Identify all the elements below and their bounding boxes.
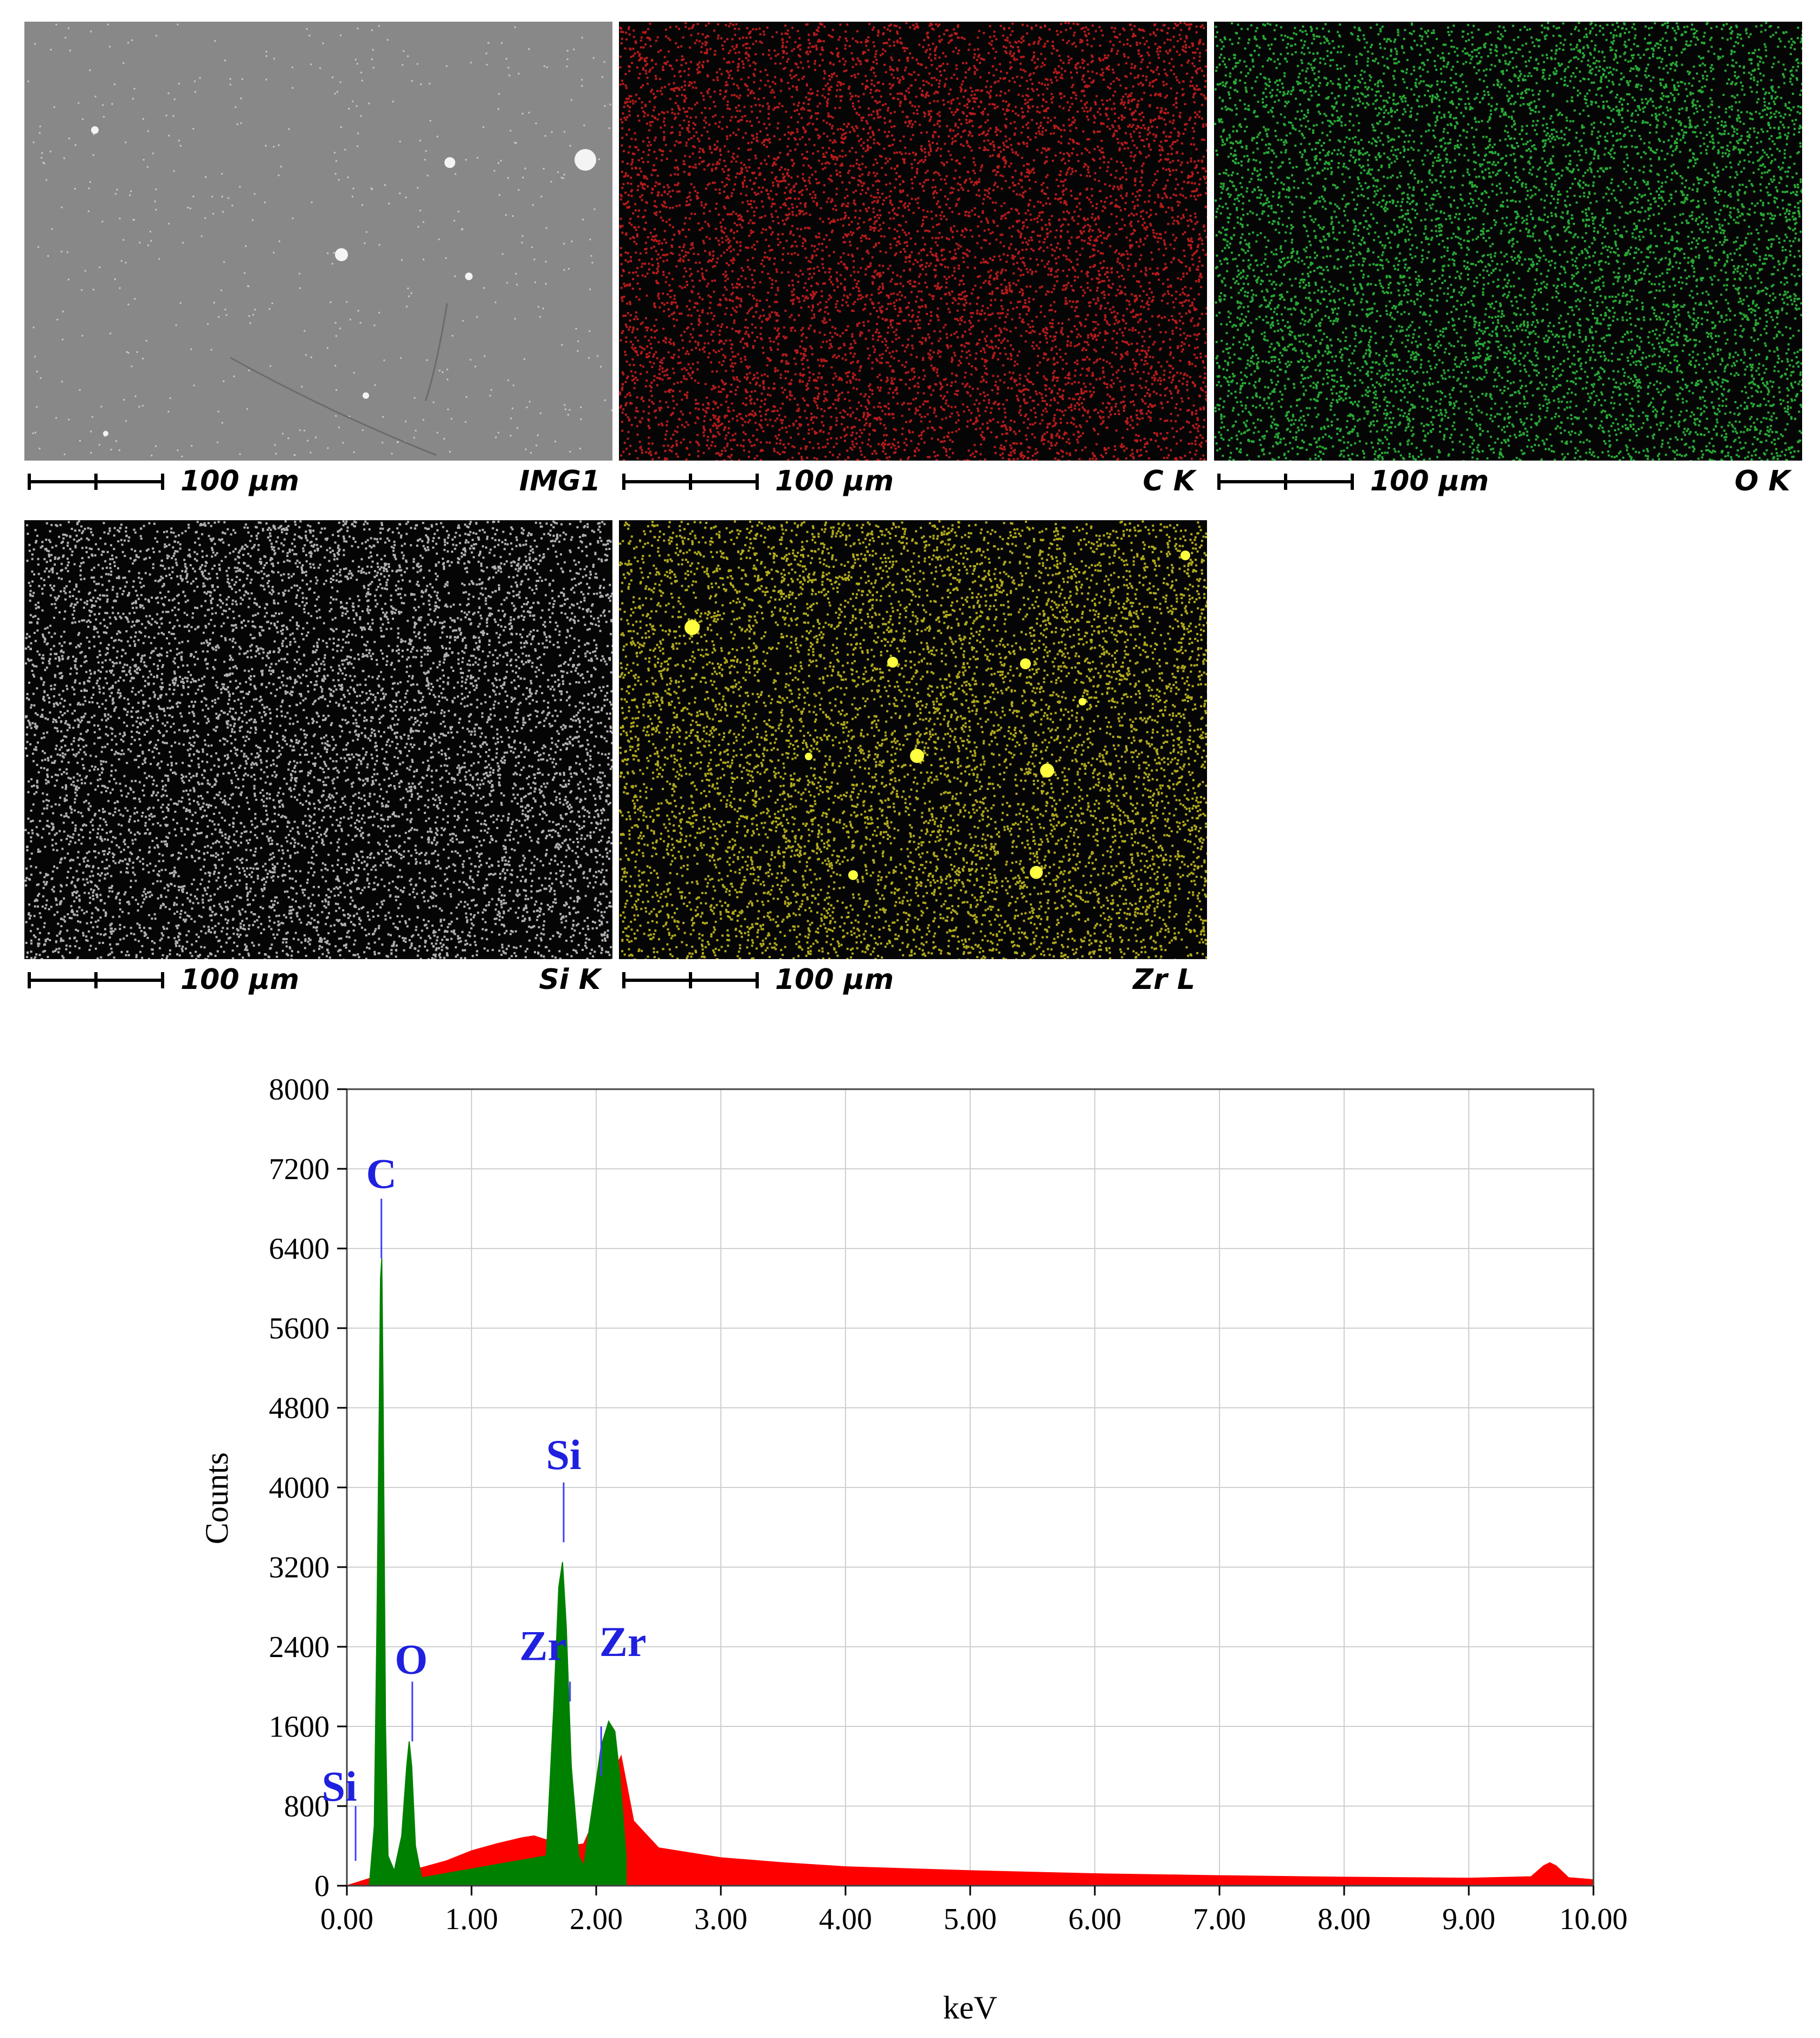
x-tick-label: 8.00 <box>1318 1903 1371 1936</box>
x-tick-label: 3.00 <box>694 1903 747 1936</box>
scale-tick <box>1217 474 1221 490</box>
y-tick-label: 1600 <box>269 1710 330 1744</box>
scale-bar-o-k: 100 µm O K <box>1214 465 1802 497</box>
map-image-c-k <box>619 22 1207 461</box>
map-label: Si K <box>539 963 601 996</box>
scale-tick <box>689 474 692 490</box>
y-tick-label: 800 <box>284 1790 330 1823</box>
y-tick-label: 6400 <box>269 1232 330 1266</box>
y-tick-label: 8000 <box>269 1073 330 1107</box>
map-panel-img1 <box>24 22 612 461</box>
scale-length-label: 100 µm <box>1370 465 1489 497</box>
x-tick-label: 0.00 <box>320 1903 373 1936</box>
peak-label: Si <box>546 1431 581 1478</box>
scale-tick <box>161 972 164 988</box>
map-panel-c-k <box>619 22 1207 461</box>
peak-label: Zr <box>599 1618 647 1665</box>
y-tick-label: 4000 <box>269 1471 330 1505</box>
scale-length-label: 100 µm <box>180 963 300 996</box>
scale-tick <box>1284 474 1287 490</box>
scale-tick <box>756 972 759 988</box>
scale-tick <box>28 972 31 988</box>
scale-tick <box>161 474 164 490</box>
map-panel-zr-l <box>619 520 1207 959</box>
scale-bar-si-k: 100 µm Si K <box>24 963 612 996</box>
x-tick-label: 10.00 <box>1559 1903 1628 1936</box>
map-image-si-k <box>24 520 612 959</box>
y-tick-label: 3200 <box>269 1551 330 1584</box>
peak-label: O <box>395 1635 428 1683</box>
x-tick-label: 1.00 <box>445 1903 498 1936</box>
map-image-o-k <box>1214 22 1802 461</box>
x-tick-label: 2.00 <box>570 1903 623 1936</box>
scale-tick <box>94 474 98 490</box>
y-tick-label: 2400 <box>269 1631 330 1664</box>
scale-length-label: 100 µm <box>775 465 894 497</box>
x-tick-label: 4.00 <box>819 1903 872 1936</box>
scale-bar-img1: 100 µm IMG1 <box>24 465 612 497</box>
map-image-img1 <box>24 22 612 461</box>
eds-spectrum-chart: 0.00 1.00 2.00 3.00 4.00 5.00 6.00 7.00 8.00 9.00… <box>199 1073 1628 2026</box>
map-label: C K <box>1143 465 1195 497</box>
scale-length-label: 100 µm <box>180 465 300 497</box>
spectrum-background-area <box>346 1755 1594 1886</box>
scale-tick <box>622 474 625 490</box>
scale-bar-c-k: 100 µm C K <box>619 465 1207 497</box>
x-tick-label: 5.00 <box>944 1903 997 1936</box>
x-axis-label: keV <box>943 1990 997 2026</box>
scale-tick <box>94 972 98 988</box>
y-axis-label: Counts <box>199 1452 235 1544</box>
scale-tick <box>689 972 692 988</box>
scale-tick <box>28 474 31 490</box>
x-tick-label: 7.00 <box>1193 1903 1246 1936</box>
map-label: O K <box>1734 465 1790 497</box>
peak-label: Zr <box>519 1622 566 1669</box>
scale-bar-zr-l: 100 µm Zr L <box>619 963 1207 996</box>
spectrum-peak-area <box>369 1258 627 1886</box>
map-label: IMG1 <box>519 465 601 497</box>
map-image-zr-l <box>619 520 1207 959</box>
scale-length-label: 100 µm <box>775 963 894 996</box>
map-panel-o-k <box>1214 22 1802 461</box>
map-label: Zr L <box>1133 963 1195 996</box>
y-tick-label: 7200 <box>269 1153 330 1186</box>
scale-tick <box>1351 474 1354 490</box>
y-tick-label: 0 <box>314 1869 330 1903</box>
map-panel-si-k <box>24 520 612 959</box>
peak-label: Si <box>322 1763 357 1810</box>
y-tick-label: 5600 <box>269 1312 330 1345</box>
x-tick-label: 9.00 <box>1442 1903 1495 1936</box>
peak-label: C <box>366 1150 397 1197</box>
x-tick-label: 6.00 <box>1068 1903 1121 1936</box>
scale-tick <box>756 474 759 490</box>
scale-tick <box>622 972 625 988</box>
y-tick-label: 4800 <box>269 1392 330 1425</box>
